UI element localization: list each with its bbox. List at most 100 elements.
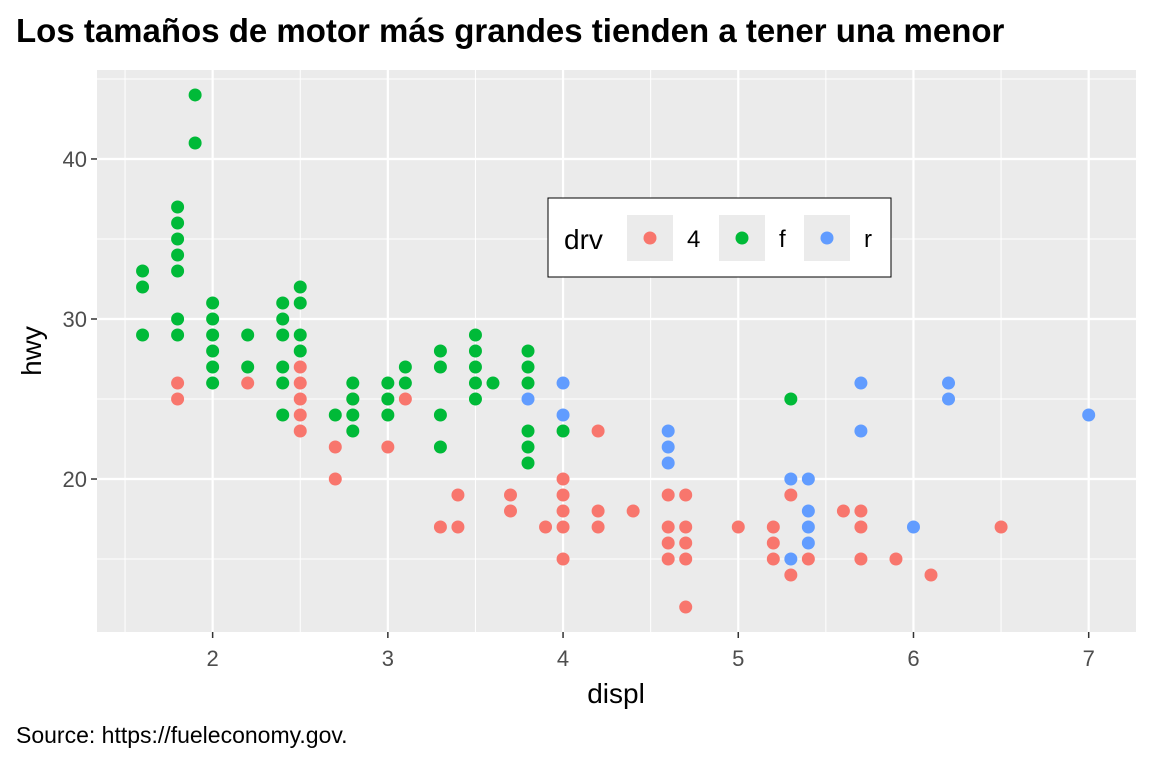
data-point-drv-r	[801, 504, 815, 518]
data-point-drv-f	[784, 392, 798, 406]
data-point-drv-f	[433, 344, 447, 358]
data-point-drv-4	[451, 520, 465, 534]
data-point-drv-4	[293, 360, 307, 374]
data-point-drv-f	[171, 232, 185, 246]
data-point-drv-f	[206, 344, 220, 358]
data-point-drv-f	[171, 248, 185, 262]
legend-key-4	[643, 231, 657, 245]
data-point-drv-r	[801, 520, 815, 534]
data-point-drv-f	[433, 360, 447, 374]
data-point-drv-r	[556, 408, 570, 422]
data-point-drv-f	[381, 376, 395, 390]
data-point-drv-4	[241, 376, 255, 390]
data-point-drv-f	[276, 312, 290, 326]
x-tick-label: 2	[207, 646, 219, 671]
data-point-drv-f	[206, 376, 220, 390]
data-point-drv-4	[679, 552, 693, 566]
data-point-drv-4	[556, 520, 570, 534]
data-point-drv-4	[591, 424, 605, 438]
data-point-drv-f	[468, 344, 482, 358]
data-point-drv-f	[171, 216, 185, 230]
data-points	[136, 88, 1096, 614]
data-point-drv-4	[451, 488, 465, 502]
data-point-drv-4	[503, 504, 517, 518]
data-point-drv-f	[276, 408, 290, 422]
data-point-drv-r	[1082, 408, 1096, 422]
data-point-drv-f	[381, 408, 395, 422]
data-point-drv-f	[241, 360, 255, 374]
data-point-drv-f	[521, 376, 535, 390]
data-point-drv-4	[854, 504, 868, 518]
legend-key-r	[820, 231, 834, 245]
data-point-drv-4	[679, 488, 693, 502]
data-point-drv-4	[661, 488, 675, 502]
legend: drv 4 f r	[547, 197, 892, 278]
data-point-drv-f	[346, 392, 360, 406]
data-point-drv-4	[854, 552, 868, 566]
data-point-drv-r	[556, 376, 570, 390]
data-point-drv-f	[556, 424, 570, 438]
data-point-drv-4	[293, 408, 307, 422]
data-point-drv-f	[171, 200, 185, 214]
data-point-drv-f	[521, 456, 535, 470]
data-point-drv-4	[994, 520, 1008, 534]
data-point-drv-r	[801, 536, 815, 550]
data-point-drv-4	[556, 504, 570, 518]
data-point-drv-f	[276, 328, 290, 342]
data-point-drv-f	[521, 440, 535, 454]
data-point-drv-4	[556, 472, 570, 486]
data-point-drv-4	[328, 440, 342, 454]
x-tick-label: 7	[1083, 646, 1095, 671]
data-point-drv-r	[661, 440, 675, 454]
data-point-drv-r	[854, 376, 868, 390]
data-point-drv-4	[766, 520, 780, 534]
data-point-drv-f	[171, 264, 185, 278]
data-point-drv-f	[136, 264, 150, 278]
data-point-drv-f	[171, 312, 185, 326]
data-point-drv-4	[854, 520, 868, 534]
data-point-drv-r	[661, 424, 675, 438]
data-point-drv-r	[784, 552, 798, 566]
data-point-drv-4	[679, 520, 693, 534]
data-point-drv-4	[766, 536, 780, 550]
data-point-drv-f	[521, 344, 535, 358]
data-point-drv-f	[346, 424, 360, 438]
data-point-drv-f	[468, 376, 482, 390]
data-point-drv-f	[346, 376, 360, 390]
data-point-drv-f	[188, 136, 202, 150]
legend-title: drv	[564, 224, 603, 255]
data-point-drv-r	[801, 472, 815, 486]
data-point-drv-4	[784, 568, 798, 582]
x-tick-label: 3	[382, 646, 394, 671]
data-point-drv-f	[136, 328, 150, 342]
data-point-drv-4	[924, 568, 938, 582]
data-point-drv-f	[328, 408, 342, 422]
data-point-drv-f	[433, 440, 447, 454]
x-tick-label: 4	[557, 646, 569, 671]
chart-title: Los tamaños de motor más grandes tienden…	[16, 12, 1005, 49]
data-point-drv-f	[241, 328, 255, 342]
data-point-drv-f	[293, 328, 307, 342]
data-point-drv-f	[171, 328, 185, 342]
data-point-drv-4	[801, 552, 815, 566]
data-point-drv-4	[679, 600, 693, 614]
data-point-drv-r	[661, 456, 675, 470]
data-point-drv-f	[206, 296, 220, 310]
axis-ticks: 2 3 4 5 6 7 20 30 40	[63, 147, 1095, 671]
data-point-drv-f	[293, 280, 307, 294]
data-point-drv-4	[293, 376, 307, 390]
data-point-drv-f	[293, 344, 307, 358]
data-point-drv-f	[486, 376, 500, 390]
data-point-drv-4	[784, 488, 798, 502]
data-point-drv-4	[731, 520, 745, 534]
data-point-drv-4	[398, 392, 412, 406]
data-point-drv-4	[626, 504, 640, 518]
data-point-drv-4	[836, 504, 850, 518]
data-point-drv-4	[889, 552, 903, 566]
data-point-drv-4	[591, 504, 605, 518]
data-point-drv-f	[468, 392, 482, 406]
x-tick-label: 5	[732, 646, 744, 671]
data-point-drv-f	[276, 296, 290, 310]
data-point-drv-4	[556, 488, 570, 502]
plot-panel	[97, 70, 1136, 632]
